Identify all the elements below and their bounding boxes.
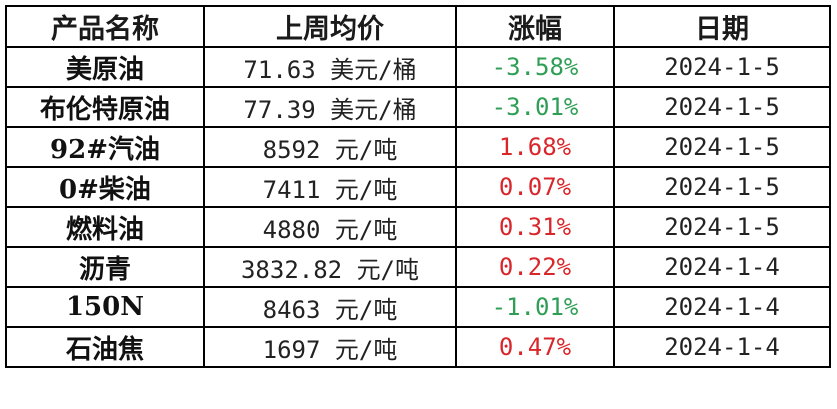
header-weekly-avg-price: 上周均价 <box>203 5 457 48</box>
change-cell: 0.22% <box>455 246 615 288</box>
price-cell: 77.39 美元/桶 <box>203 86 457 128</box>
header-change: 涨幅 <box>455 5 615 48</box>
table-row: 布伦特原油 77.39 美元/桶 -3.01% 2024-1-5 <box>5 86 831 128</box>
price-cell: 8463 元/吨 <box>203 286 457 328</box>
product-name-cell: 沥青 <box>5 246 205 288</box>
change-cell: 0.31% <box>455 206 615 248</box>
product-name-cell: 150N <box>5 286 205 328</box>
date-cell: 2024-1-5 <box>613 166 831 208</box>
product-name-cell: 美原油 <box>5 46 205 88</box>
table-header-row: 产品名称 上周均价 涨幅 日期 <box>5 5 831 48</box>
change-cell: 1.68% <box>455 126 615 168</box>
change-cell: -3.01% <box>455 86 615 128</box>
price-cell: 1697 元/吨 <box>203 326 457 368</box>
table-row: 92#汽油 8592 元/吨 1.68% 2024-1-5 <box>5 126 831 168</box>
date-cell: 2024-1-4 <box>613 246 831 288</box>
table-row: 美原油 71.63 美元/桶 -3.58% 2024-1-5 <box>5 46 831 88</box>
date-cell: 2024-1-4 <box>613 286 831 328</box>
change-cell: -3.58% <box>455 46 615 88</box>
date-cell: 2024-1-5 <box>613 126 831 168</box>
table-body: 美原油 71.63 美元/桶 -3.58% 2024-1-5 布伦特原油 77.39 美元… <box>5 46 831 368</box>
price-cell: 3832.82 元/吨 <box>203 246 457 288</box>
price-cell: 4880 元/吨 <box>203 206 457 248</box>
product-name-cell: 布伦特原油 <box>5 86 205 128</box>
table-row: 沥青 3832.82 元/吨 0.22% 2024-1-4 <box>5 246 831 288</box>
price-table-container: 产品名称 上周均价 涨幅 日期 美原油 71.63 美元/桶 -3.58% 2024-… <box>5 5 831 368</box>
product-name-cell: 0#柴油 <box>5 166 205 208</box>
price-cell: 7411 元/吨 <box>203 166 457 208</box>
date-cell: 2024-1-5 <box>613 86 831 128</box>
product-name-cell: 92#汽油 <box>5 126 205 168</box>
header-date: 日期 <box>613 5 831 48</box>
price-table: 产品名称 上周均价 涨幅 日期 美原油 71.63 美元/桶 -3.58% 2024-… <box>5 5 831 368</box>
price-cell: 8592 元/吨 <box>203 126 457 168</box>
table-row: 0#柴油 7411 元/吨 0.07% 2024-1-5 <box>5 166 831 208</box>
product-name-cell: 燃料油 <box>5 206 205 248</box>
table-row: 石油焦 1697 元/吨 0.47% 2024-1-4 <box>5 326 831 368</box>
price-cell: 71.63 美元/桶 <box>203 46 457 88</box>
date-cell: 2024-1-5 <box>613 46 831 88</box>
table-row: 燃料油 4880 元/吨 0.31% 2024-1-5 <box>5 206 831 248</box>
change-cell: -1.01% <box>455 286 615 328</box>
change-cell: 0.47% <box>455 326 615 368</box>
product-name-cell: 石油焦 <box>5 326 205 368</box>
change-cell: 0.07% <box>455 166 615 208</box>
table-row: 150N 8463 元/吨 -1.01% 2024-1-4 <box>5 286 831 328</box>
date-cell: 2024-1-4 <box>613 326 831 368</box>
header-product-name: 产品名称 <box>5 5 205 48</box>
date-cell: 2024-1-5 <box>613 206 831 248</box>
